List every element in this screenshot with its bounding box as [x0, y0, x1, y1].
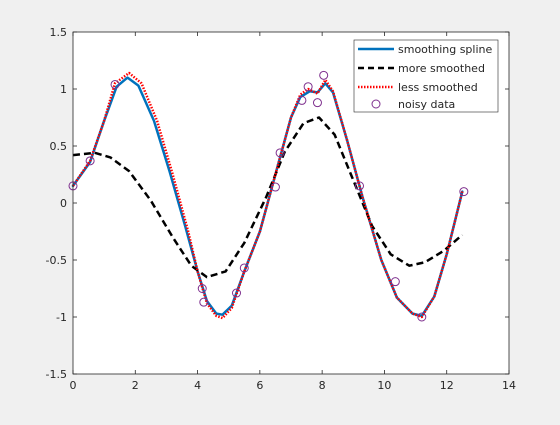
data-point-noisy-data [312, 98, 322, 108]
y-tick-label: -0.5 [46, 254, 67, 267]
y-tick-label: -1 [56, 311, 67, 324]
data-point-noisy-data [459, 187, 469, 197]
axes-layer: 0 2 4 6 8 10 12 14 -1.5 -1 -0.5 0 0.5 1 1.5 [46, 26, 516, 392]
legend-label-more-smoothed: more smoothed [398, 62, 485, 75]
data-point-noisy-data [110, 79, 120, 89]
x-tick-label: 2 [132, 379, 139, 392]
data-point-noisy-data [197, 284, 207, 293]
legend-label-less-smoothed: less smoothed [398, 81, 478, 94]
data-point-noisy-data [275, 148, 285, 158]
data-point-noisy-data [319, 70, 329, 80]
legend-swatch-noisy-data [371, 99, 381, 109]
legend: smoothing spline more smoothed less smoo… [353, 39, 499, 113]
legend-label-smoothing-spline: smoothing spline [398, 43, 492, 56]
data-point-noisy-data [232, 288, 241, 298]
x-tick-label: 14 [502, 379, 516, 392]
data-point-noisy-data [239, 263, 249, 273]
data-point-noisy-data [199, 297, 209, 307]
data-point-noisy-data [417, 312, 427, 322]
data-point-noisy-data [355, 181, 365, 191]
data-point-noisy-data [270, 182, 280, 192]
x-tick-label: 10 [377, 379, 391, 392]
x-tick-label: 0 [70, 379, 77, 392]
data-point-noisy-data [390, 277, 400, 287]
y-tick-label: 1 [60, 83, 67, 96]
series-layer [68, 70, 469, 322]
data-point-noisy-data [297, 95, 307, 105]
y-tick-label: 0.5 [50, 140, 68, 153]
y-tick-label: 1.5 [50, 26, 68, 39]
series-line-more-smoothed [72, 116, 464, 279]
data-point-noisy-data [85, 156, 95, 166]
legend-label-noisy-data: noisy data [398, 98, 455, 111]
series-line-less-smoothed [71, 71, 464, 320]
x-tick-label: 8 [319, 379, 326, 392]
data-point-noisy-data [303, 82, 313, 92]
x-tick-label: 4 [194, 379, 201, 392]
y-tick-label: 0 [60, 197, 67, 210]
x-tick-label: 12 [440, 379, 454, 392]
x-tick-label: 6 [256, 379, 263, 392]
y-tick-label: -1.5 [46, 368, 67, 381]
